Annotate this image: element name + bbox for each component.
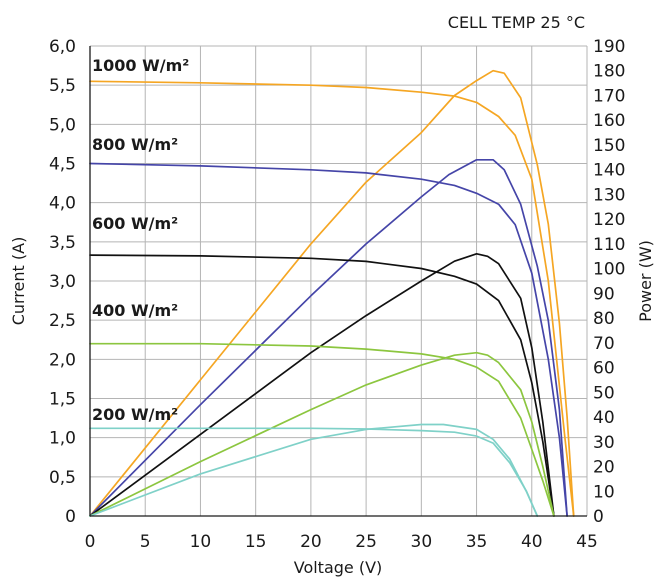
x-tick-label: 0 <box>85 532 96 552</box>
y-tick-label: 6,0 <box>49 37 76 57</box>
y-tick-label: 5,0 <box>49 115 76 135</box>
y2-tick-label: 0 <box>593 507 604 527</box>
y-axis-title-left: Current (A) <box>9 237 28 326</box>
x-tick-label: 30 <box>411 532 433 552</box>
y-axis-title-right: Power (W) <box>636 240 655 322</box>
y-tick-label: 4,0 <box>49 194 76 214</box>
axes <box>89 46 587 517</box>
y2-tick-label: 190 <box>593 37 625 57</box>
grid <box>90 45 588 516</box>
power-curve-600 <box>89 252 555 517</box>
irradiance-label-800: 800 W/m² <box>92 135 178 154</box>
power-curve-1000 <box>89 69 575 517</box>
y2-tick-label: 140 <box>593 161 625 181</box>
y2-tick-label: 120 <box>593 210 625 230</box>
y2-tick-label: 90 <box>593 284 615 304</box>
y-tick-label: 5,5 <box>49 76 76 96</box>
x-tick-labels: 0 5 10 15 20 25 30 35 40 45 <box>85 532 598 552</box>
y2-tick-label: 170 <box>593 86 625 106</box>
y-tick-label: 0,5 <box>49 468 76 488</box>
y-tick-label: 3,5 <box>49 233 76 253</box>
y2-tick-label: 30 <box>593 433 615 453</box>
current-curve-400 <box>89 342 555 517</box>
x-tick-label: 35 <box>466 532 488 552</box>
x-tick-label: 20 <box>300 532 322 552</box>
x-tick-label: 40 <box>521 532 543 552</box>
y2-tick-label: 40 <box>593 408 615 428</box>
x-tick-label: 15 <box>245 532 267 552</box>
series-labels: 1000 W/m² 800 W/m² 600 W/m² 400 W/m² 200 W/m… <box>92 56 189 424</box>
x-tick-label: 5 <box>140 532 151 552</box>
y2-tick-label: 160 <box>593 111 625 131</box>
y2-tick-label: 130 <box>593 185 625 205</box>
current-curve-600 <box>89 254 555 517</box>
current-curve-1000 <box>89 80 575 517</box>
y2-tick-label: 150 <box>593 136 625 156</box>
y2-tick-label: 50 <box>593 383 615 403</box>
x-tick-label: 10 <box>190 532 212 552</box>
power-curve-400 <box>89 351 555 517</box>
y2-tick-label: 20 <box>593 458 615 478</box>
y-tick-label: 2,5 <box>49 311 76 331</box>
irradiance-label-1000: 1000 W/m² <box>92 56 189 75</box>
irradiance-label-400: 400 W/m² <box>92 301 178 320</box>
y-tick-label: 4,5 <box>49 155 76 175</box>
y-tick-labels-left: 0 0,5 1,0 1,5 2,0 2,5 3,0 3,5 4,0 4,5 5,0 5,5 6,0 <box>49 37 76 527</box>
y2-tick-label: 180 <box>593 62 625 82</box>
power-curve-200 <box>89 423 539 517</box>
y2-tick-label: 110 <box>593 235 625 255</box>
current-curve-200 <box>89 427 539 517</box>
x-axis-title: Voltage (V) <box>294 558 383 577</box>
y-tick-label: 2,0 <box>49 350 76 370</box>
irradiance-label-600: 600 W/m² <box>92 214 178 233</box>
y-tick-label: 3,0 <box>49 272 76 292</box>
cell-temp-annotation: CELL TEMP 25 °C <box>448 13 585 32</box>
y2-tick-label: 60 <box>593 359 615 379</box>
y-tick-label: 0 <box>65 507 76 527</box>
y-tick-labels-right: 0 10 20 30 40 50 60 70 80 90 100 110 120 130 140 150 160… <box>593 37 625 527</box>
x-tick-label: 25 <box>355 532 377 552</box>
y2-tick-label: 70 <box>593 334 615 354</box>
power-curve-800 <box>89 158 568 517</box>
y2-tick-label: 100 <box>593 260 625 280</box>
current-curve-800 <box>89 162 568 517</box>
y2-tick-label: 80 <box>593 309 615 329</box>
x-tick-label: 45 <box>576 532 598 552</box>
irradiance-label-200: 200 W/m² <box>92 405 178 424</box>
y-tick-label: 1,0 <box>49 429 76 449</box>
y-tick-label: 1,5 <box>49 390 76 410</box>
curves <box>89 69 575 517</box>
y2-tick-label: 10 <box>593 482 615 502</box>
